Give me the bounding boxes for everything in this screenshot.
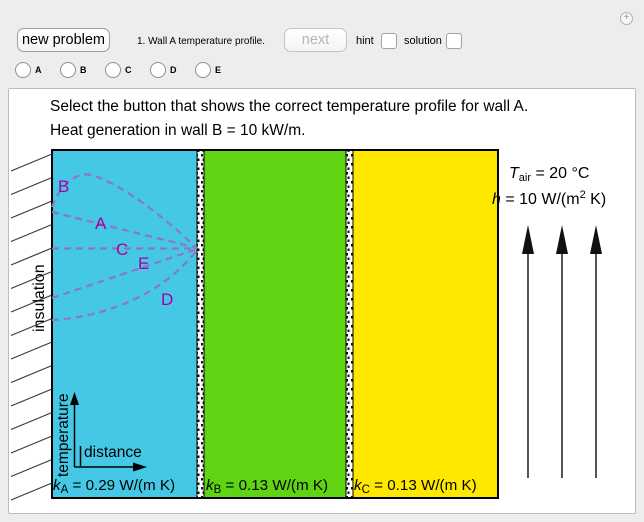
new-problem-button[interactable]: new problem — [17, 28, 110, 52]
t-air-label: Tair = 20 °C — [509, 165, 589, 184]
curve-label-b: B — [58, 177, 69, 196]
expander-plus-icon[interactable]: + — [620, 12, 633, 25]
question-line-2: Heat generation in wall B = 10 kW/m. — [50, 122, 306, 139]
radio-b-label: B — [80, 65, 87, 75]
progress-status: 1. Wall A temperature profile. — [137, 36, 266, 47]
hint-label: hint — [356, 35, 374, 47]
radio-d-label: D — [170, 65, 177, 75]
k-a-label: kA = 0.29 W/(m K) — [53, 477, 175, 496]
radio-option-a[interactable]: A — [15, 62, 42, 78]
wall-c — [353, 150, 498, 498]
k-c-label: kC = 0.13 W/(m K) — [354, 477, 477, 496]
insulation-hatching — [10, 153, 53, 501]
radio-c-label: C — [125, 65, 132, 75]
temperature-arrowhead — [70, 392, 79, 405]
profile-curve-e — [51, 247, 198, 300]
air-flow-arrows — [527, 250, 597, 478]
radio-a-label: A — [35, 65, 42, 75]
wall-b — [204, 150, 346, 498]
radio-option-c[interactable]: C — [105, 62, 132, 78]
curve-label-d: D — [161, 290, 173, 309]
profile-curve-b — [50, 173, 198, 249]
solution-checkbox[interactable] — [446, 33, 462, 49]
interface-ab-hatch — [196, 149, 205, 499]
radio-e-circle[interactable] — [195, 62, 211, 78]
walls-outline — [51, 149, 499, 499]
interface-bc-hatch — [345, 149, 354, 499]
radio-e-label: E — [215, 65, 222, 75]
next-button[interactable]: next — [284, 28, 347, 52]
wall-a — [52, 150, 197, 498]
air-flow-arrowheads — [522, 225, 602, 254]
question-line-1: Select the button that shows the correct… — [50, 98, 529, 115]
radio-option-e[interactable]: E — [195, 62, 221, 78]
axes-arrows — [73, 403, 135, 468]
radio-c-circle[interactable] — [105, 62, 121, 78]
hint-checkbox[interactable] — [381, 33, 397, 49]
radio-d-circle[interactable] — [150, 62, 166, 78]
curve-label-e: E — [138, 254, 149, 273]
radio-option-b[interactable]: B — [60, 62, 87, 78]
curve-label-a: A — [95, 214, 107, 233]
profile-curve-a — [51, 210, 198, 250]
profile-curve-d — [51, 249, 198, 322]
radio-b-circle[interactable] — [60, 62, 76, 78]
insulation-label: insulation — [31, 264, 48, 332]
solution-label: solution — [404, 35, 442, 47]
distance-arrowhead — [133, 462, 147, 472]
radio-a-circle[interactable] — [15, 62, 31, 78]
radio-option-d[interactable]: D — [150, 62, 177, 78]
h-label: h = 10 W/(m2 K) — [492, 189, 606, 208]
curve-label-c: C — [116, 240, 128, 259]
k-b-label: kB = 0.13 W/(m K) — [206, 477, 328, 496]
temperature-axis-label: temperature — [55, 393, 72, 477]
distance-axis-label: distance — [84, 444, 142, 461]
